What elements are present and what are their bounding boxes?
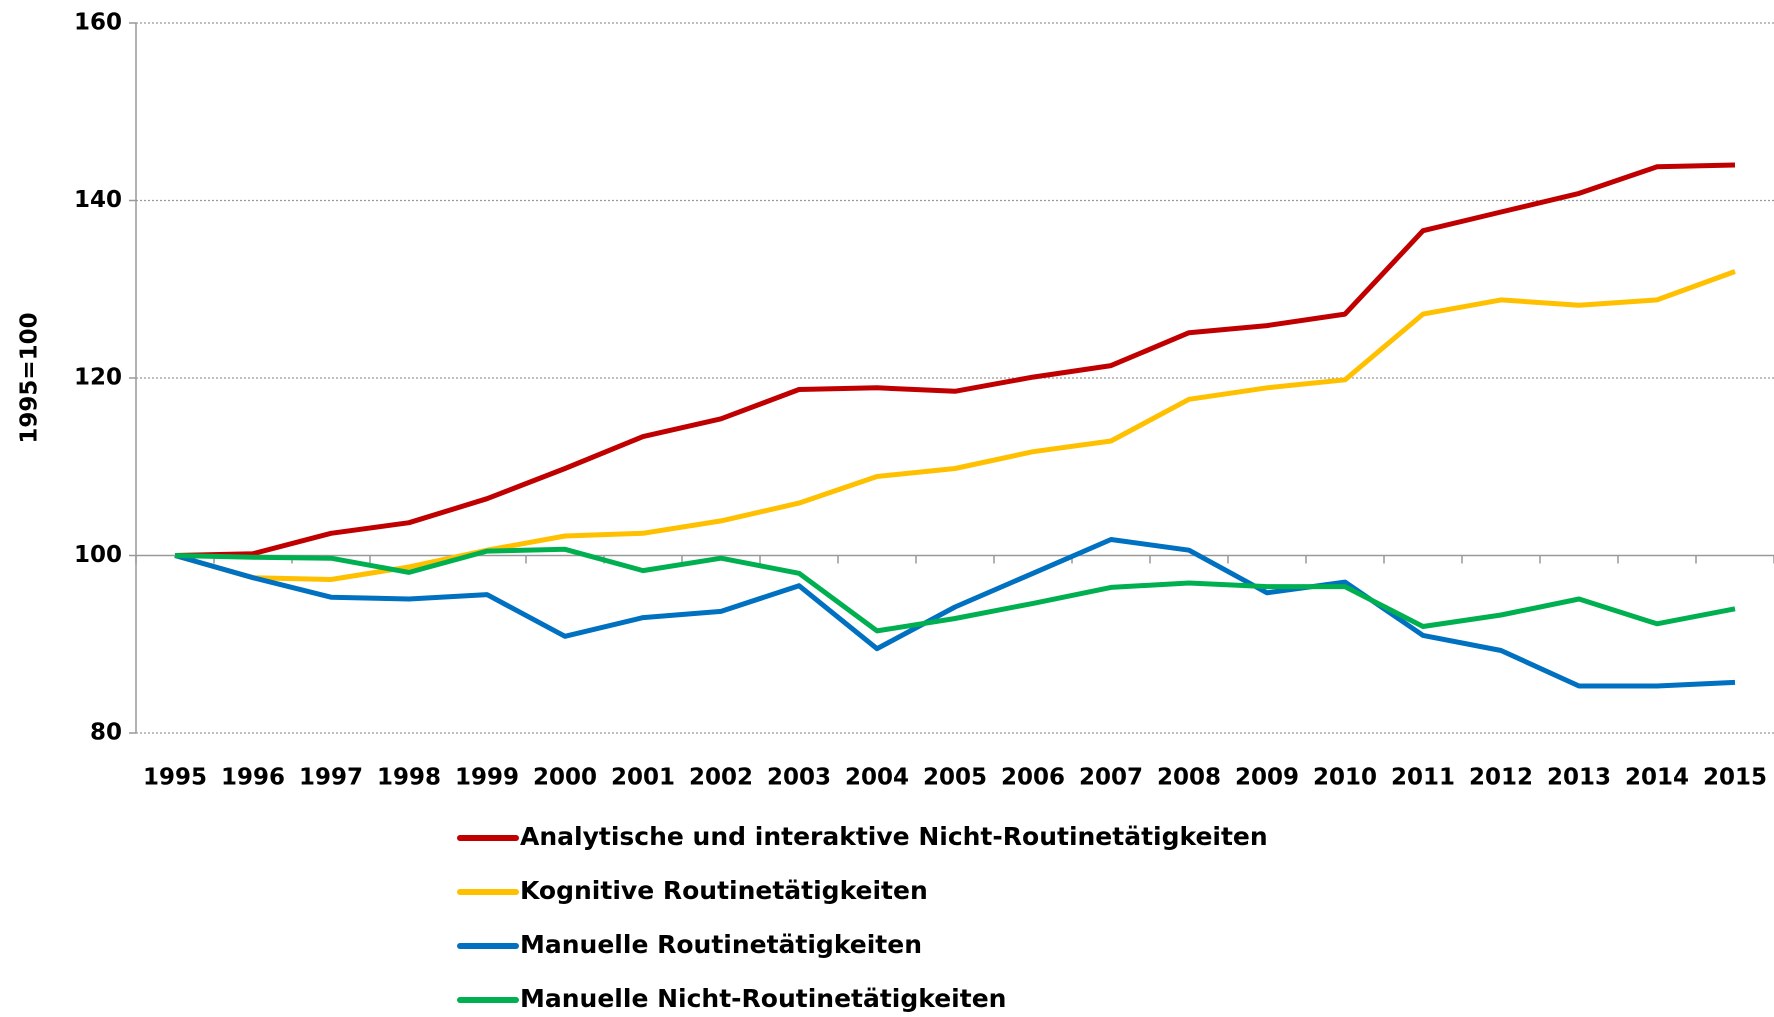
x-tick-label: 2000	[533, 765, 597, 791]
series-line	[174, 537, 1736, 689]
x-tick-label: 2012	[1469, 765, 1533, 791]
x-tick-label: 2015	[1703, 765, 1767, 791]
y-axis-label: 1995=100	[17, 312, 43, 443]
legend-label: Kognitive Routinetätigkeiten	[520, 876, 928, 905]
x-tick-label: 2010	[1313, 765, 1377, 791]
x-tick-label: 2005	[923, 765, 987, 791]
x-tick-label: 2002	[689, 765, 753, 791]
x-tick-label: 2001	[611, 765, 675, 791]
series-line	[174, 269, 1736, 582]
x-tick-label: 1996	[221, 765, 285, 791]
x-tick-label: 2011	[1391, 765, 1455, 791]
series-line	[174, 546, 1736, 634]
x-tick-label: 2004	[845, 765, 909, 791]
x-tick-label: 2013	[1547, 765, 1611, 791]
y-tick-label: 80	[90, 720, 122, 746]
x-tick-label: 1999	[455, 765, 519, 791]
legend-label: Manuelle Nicht-Routinetätigkeiten	[520, 984, 1006, 1013]
x-tick-label: 1997	[299, 765, 363, 791]
series-line	[174, 162, 1736, 558]
x-tick-label: 2008	[1157, 765, 1221, 791]
y-tick-label: 120	[74, 365, 122, 391]
x-tick-label: 2003	[767, 765, 831, 791]
y-tick-label: 100	[74, 542, 122, 568]
x-tick-label: 2007	[1079, 765, 1143, 791]
legend-label: Analytische und interaktive Nicht-Routin…	[520, 822, 1268, 851]
y-tick-label: 160	[74, 10, 122, 36]
x-tick-label: 2006	[1001, 765, 1065, 791]
y-tick-label: 140	[74, 187, 122, 213]
x-tick-label: 2014	[1625, 765, 1689, 791]
legend-label: Manuelle Routinetätigkeiten	[520, 930, 922, 959]
x-tick-label: 1995	[143, 765, 207, 791]
x-tick-label: 2009	[1235, 765, 1299, 791]
x-tick-label: 1998	[377, 765, 441, 791]
